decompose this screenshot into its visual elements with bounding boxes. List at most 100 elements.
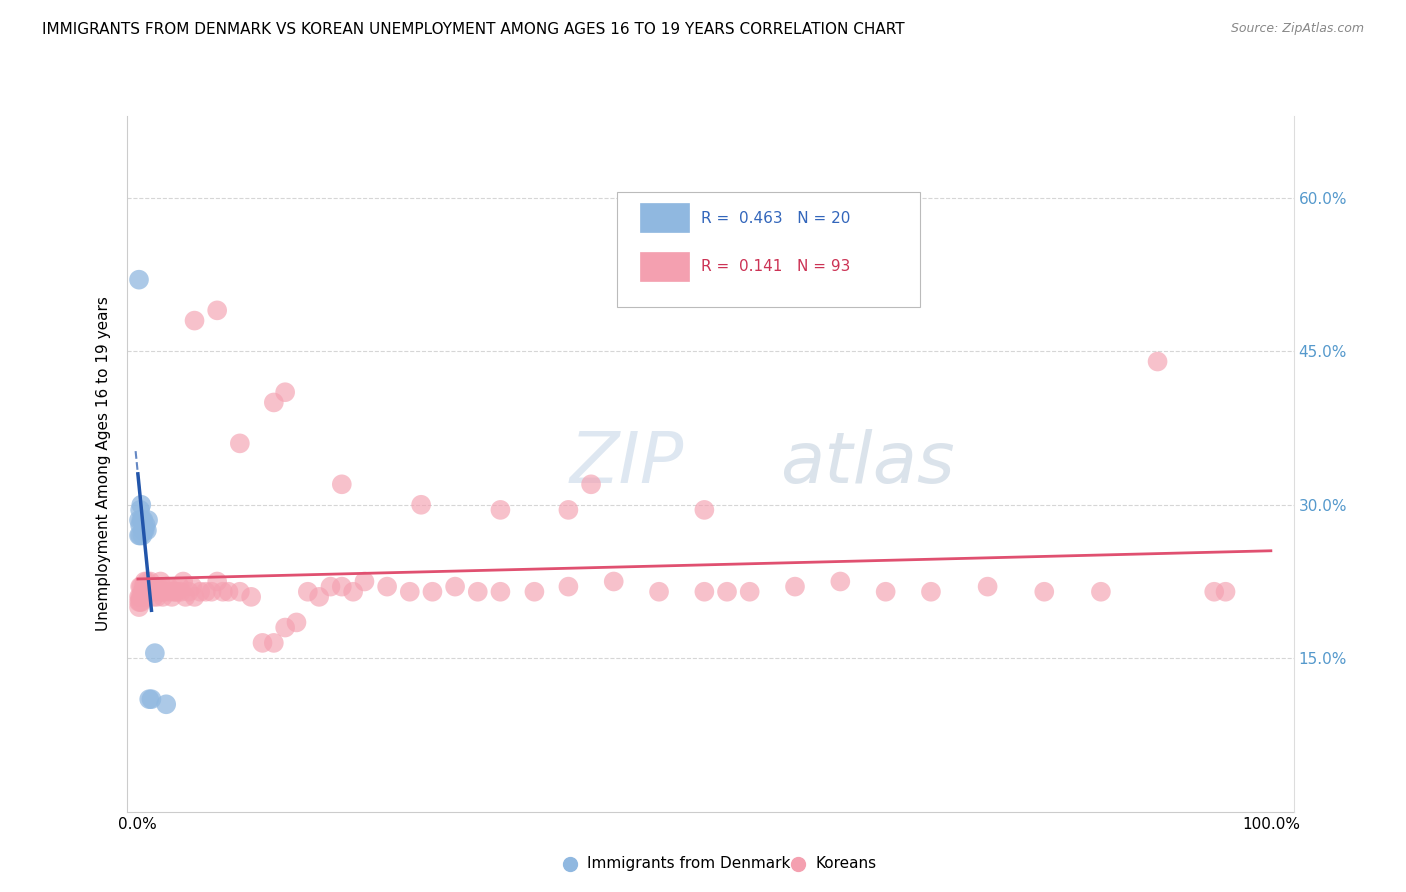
- FancyBboxPatch shape: [640, 252, 689, 281]
- FancyBboxPatch shape: [617, 193, 920, 307]
- Point: [138, 692, 160, 706]
- Point: [170, 584, 193, 599]
- Point: [157, 580, 180, 594]
- Point: [136, 524, 159, 538]
- Point: [142, 590, 165, 604]
- Text: R =  0.141   N = 93: R = 0.141 N = 93: [700, 260, 851, 275]
- Point: [693, 584, 716, 599]
- Point: [285, 615, 308, 630]
- Point: [135, 518, 157, 533]
- Point: [129, 590, 152, 604]
- Point: [134, 590, 156, 604]
- Point: [330, 580, 353, 594]
- Point: [738, 584, 761, 599]
- Text: IMMIGRANTS FROM DENMARK VS KOREAN UNEMPLOYMENT AMONG AGES 16 TO 19 YEARS CORRELA: IMMIGRANTS FROM DENMARK VS KOREAN UNEMPL…: [42, 22, 905, 37]
- Point: [183, 313, 205, 327]
- Point: [135, 580, 157, 594]
- Point: [200, 584, 222, 599]
- Point: [132, 513, 155, 527]
- Text: Immigrants from Denmark: Immigrants from Denmark: [588, 856, 790, 871]
- Point: [263, 395, 285, 409]
- Point: [308, 590, 330, 604]
- Point: [141, 584, 163, 599]
- Text: atlas: atlas: [780, 429, 955, 499]
- Point: [579, 477, 602, 491]
- Point: [778, 881, 800, 892]
- Point: [523, 584, 546, 599]
- Point: [128, 600, 150, 615]
- Point: [132, 584, 155, 599]
- Point: [166, 584, 188, 599]
- Point: [128, 273, 150, 287]
- Point: [152, 590, 174, 604]
- Point: [131, 584, 153, 599]
- Point: [150, 584, 173, 599]
- Point: [693, 503, 716, 517]
- Point: [274, 621, 297, 635]
- Point: [398, 584, 420, 599]
- Point: [129, 503, 152, 517]
- Point: [319, 580, 342, 594]
- Point: [143, 580, 166, 594]
- Point: [136, 584, 159, 599]
- Point: [143, 646, 166, 660]
- Point: [129, 513, 152, 527]
- Point: [411, 498, 433, 512]
- Point: [132, 524, 155, 538]
- Point: [181, 580, 204, 594]
- Point: [136, 513, 159, 527]
- Point: [330, 477, 353, 491]
- Point: [141, 692, 163, 706]
- Point: [194, 584, 217, 599]
- Point: [128, 590, 150, 604]
- Point: [297, 584, 319, 599]
- Point: [131, 513, 153, 527]
- Point: [131, 590, 153, 604]
- Y-axis label: Unemployment Among Ages 16 to 19 years: Unemployment Among Ages 16 to 19 years: [96, 296, 111, 632]
- Point: [489, 584, 512, 599]
- Point: [274, 385, 297, 400]
- Point: [648, 584, 671, 599]
- Point: [136, 584, 159, 599]
- Point: [129, 518, 152, 533]
- Point: [205, 574, 228, 589]
- Point: [353, 574, 375, 589]
- Point: [169, 580, 191, 594]
- Text: Source: ZipAtlas.com: Source: ZipAtlas.com: [1230, 22, 1364, 36]
- Point: [136, 574, 159, 589]
- Point: [174, 590, 197, 604]
- Point: [129, 498, 152, 512]
- Point: [422, 584, 444, 599]
- Point: [148, 580, 170, 594]
- Text: Koreans: Koreans: [815, 856, 876, 871]
- Point: [145, 584, 167, 599]
- Point: [342, 584, 364, 599]
- Point: [375, 580, 398, 594]
- Point: [135, 584, 157, 599]
- Point: [1090, 584, 1112, 599]
- Point: [557, 881, 579, 892]
- Point: [134, 524, 156, 538]
- Point: [153, 584, 176, 599]
- Point: [155, 580, 177, 594]
- Point: [205, 303, 228, 318]
- Point: [129, 528, 152, 542]
- Point: [149, 574, 172, 589]
- Point: [132, 580, 155, 594]
- Point: [177, 584, 200, 599]
- Point: [444, 580, 467, 594]
- Point: [139, 574, 162, 589]
- Point: [489, 503, 512, 517]
- Point: [165, 584, 187, 599]
- Point: [976, 580, 998, 594]
- Point: [1146, 354, 1168, 368]
- Point: [129, 590, 152, 604]
- Point: [603, 574, 626, 589]
- Point: [129, 595, 152, 609]
- Point: [129, 595, 152, 609]
- Point: [252, 636, 274, 650]
- Point: [128, 595, 150, 609]
- Point: [716, 584, 738, 599]
- Point: [188, 584, 211, 599]
- Text: R =  0.463   N = 20: R = 0.463 N = 20: [700, 211, 851, 226]
